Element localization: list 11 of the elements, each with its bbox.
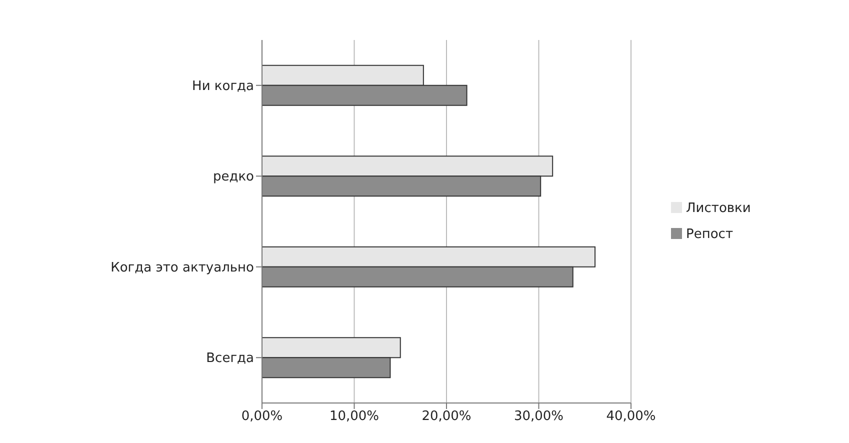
x-tick-label: 0,00% xyxy=(241,409,283,424)
y-tick-label: Ни когда xyxy=(192,78,254,94)
legend-label: Репост xyxy=(686,226,734,242)
y-tick-label: редко xyxy=(212,170,254,185)
y-tick-label: Когда это актуально xyxy=(110,260,254,276)
legend-label: Листовки xyxy=(686,200,751,216)
x-tick-label: 40,00% xyxy=(606,409,656,424)
x-tick-label: 30,00% xyxy=(514,409,564,424)
y-tick-label: Всегда xyxy=(206,351,254,366)
x-tick-label: 20,00% xyxy=(422,409,472,424)
x-tick-label: 10,00% xyxy=(329,409,380,424)
